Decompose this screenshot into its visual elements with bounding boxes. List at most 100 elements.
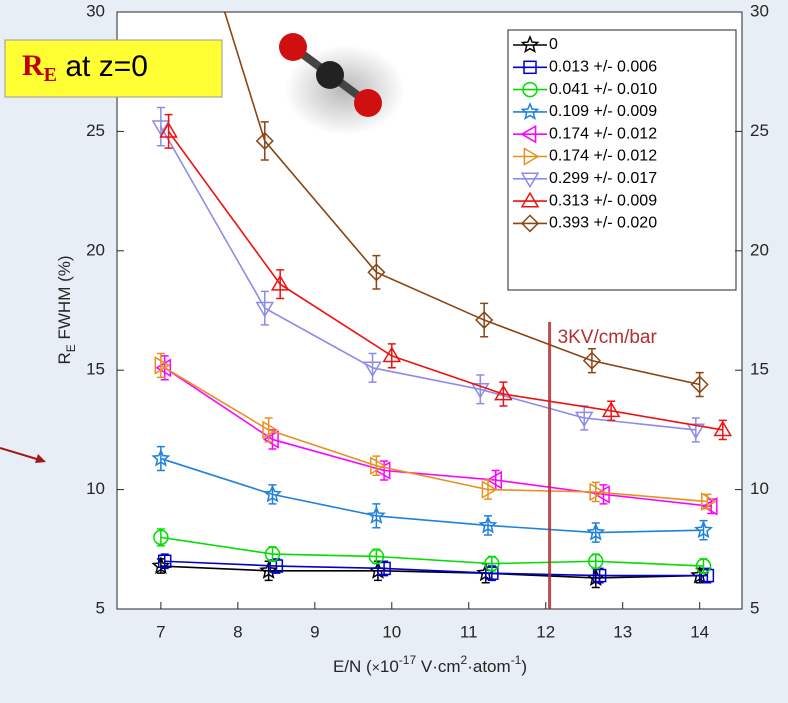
legend-label: 0.041 +/- 0.010 <box>549 81 657 98</box>
legend-label: 0.174 +/- 0.012 <box>549 125 657 142</box>
error-bar-line <box>591 481 600 503</box>
error-bar-line <box>160 553 169 570</box>
data-point <box>370 456 386 476</box>
y-tick-label: 10 <box>86 479 105 498</box>
data-point <box>151 556 171 575</box>
annotation: 3KV/cm/bar <box>558 327 658 348</box>
data-point <box>368 548 385 565</box>
badge: RE at z=0 <box>4 39 223 98</box>
data-point <box>259 560 279 579</box>
x-tick-label: 14 <box>690 622 709 641</box>
y2-tick-label: 10 <box>750 479 769 498</box>
x-tick-label: 9 <box>310 622 319 641</box>
data-point <box>151 120 171 137</box>
data-point <box>155 358 172 378</box>
data-point <box>494 384 513 401</box>
legend-label: 0.174 +/- 0.012 <box>549 148 657 165</box>
error-bar-line <box>260 290 269 326</box>
error-bar <box>476 374 485 405</box>
x-tick-label: 11 <box>460 622 478 641</box>
y2-tick-label: 15 <box>750 360 769 379</box>
legend-label: 0.299 +/- 0.017 <box>549 170 657 187</box>
error-bar-line <box>156 528 165 547</box>
data-point <box>700 568 715 583</box>
data-point <box>589 482 606 502</box>
data-point <box>478 515 498 534</box>
error-bar-line <box>718 419 727 441</box>
series-group <box>151 12 733 589</box>
data-point <box>484 555 500 572</box>
error-bar <box>156 106 165 147</box>
error-bar-line <box>260 121 269 161</box>
series-line <box>160 457 704 534</box>
data-point <box>574 411 594 428</box>
error-bar <box>264 417 273 443</box>
axes-box <box>116 11 743 610</box>
error-bar-line <box>380 460 389 481</box>
legend-marker <box>520 191 540 208</box>
data-point <box>263 484 282 503</box>
data-point <box>366 505 386 524</box>
error-bar-line <box>264 417 273 443</box>
data-point <box>159 121 178 138</box>
legend-marker <box>520 124 537 144</box>
error-bar-line <box>607 400 616 422</box>
data-point <box>601 401 621 418</box>
x-tick-label: 12 <box>536 622 555 641</box>
x-axis-label: E/N (×10-17 V·cm2·atom-1) <box>333 653 527 676</box>
y2-tick-label: 20 <box>750 240 769 259</box>
y-tick-label: 25 <box>86 121 105 140</box>
legend-label: 0.313 +/- 0.009 <box>549 192 657 209</box>
legend-label: 0.393 +/- 0.020 <box>549 215 657 232</box>
x-tick-label: 13 <box>613 622 632 641</box>
data-point <box>151 448 171 467</box>
data-point <box>481 480 498 499</box>
molecule <box>279 33 405 135</box>
data-point <box>486 470 503 490</box>
data-point <box>586 522 606 541</box>
legend-marker <box>520 172 540 189</box>
arrow <box>0 447 46 463</box>
error-bar <box>599 484 608 505</box>
x-tick-label: 7 <box>156 622 165 641</box>
y-tick-label: 30 <box>86 1 105 20</box>
legend: 0 0.013 +/- 0.006 0.041 +/- 0.010 0.109 +/-… <box>507 29 737 291</box>
data-point <box>255 301 275 318</box>
error-bar-line <box>156 106 165 147</box>
data-point <box>255 131 274 151</box>
error-bar <box>483 479 492 500</box>
y-tick-label: 15 <box>86 360 105 379</box>
data-point <box>686 423 706 440</box>
data-point <box>592 568 607 583</box>
data-point <box>263 430 279 449</box>
y-tick-label: 5 <box>96 598 105 617</box>
error-bar-line <box>476 374 485 405</box>
error-bar <box>276 269 285 300</box>
data-point <box>382 346 402 363</box>
data-point <box>270 274 290 291</box>
error-bar-line <box>599 484 608 505</box>
legend-marker <box>520 214 540 233</box>
y2-tick-label: 5 <box>750 598 759 617</box>
badge-text: RE at z=0 <box>22 49 148 86</box>
y2-tick-label: 30 <box>750 1 769 20</box>
series-line <box>223 12 700 386</box>
error-bar <box>607 400 616 422</box>
error-bar <box>164 113 173 149</box>
legend-label: 0 <box>549 36 558 53</box>
data-point <box>713 420 733 437</box>
legend-marker <box>520 35 540 54</box>
data-point <box>262 420 279 440</box>
error-bar <box>156 528 165 547</box>
data-point <box>377 561 391 576</box>
error-bar-line <box>156 352 165 379</box>
error-bar <box>156 352 165 379</box>
error-bar <box>372 254 381 290</box>
series-line <box>160 536 704 567</box>
error-bar <box>380 460 389 481</box>
y-axis-label: RE FWHM (%) <box>55 255 78 364</box>
legend-marker <box>523 147 540 166</box>
legend-label: 0.109 +/- 0.009 <box>549 103 657 120</box>
